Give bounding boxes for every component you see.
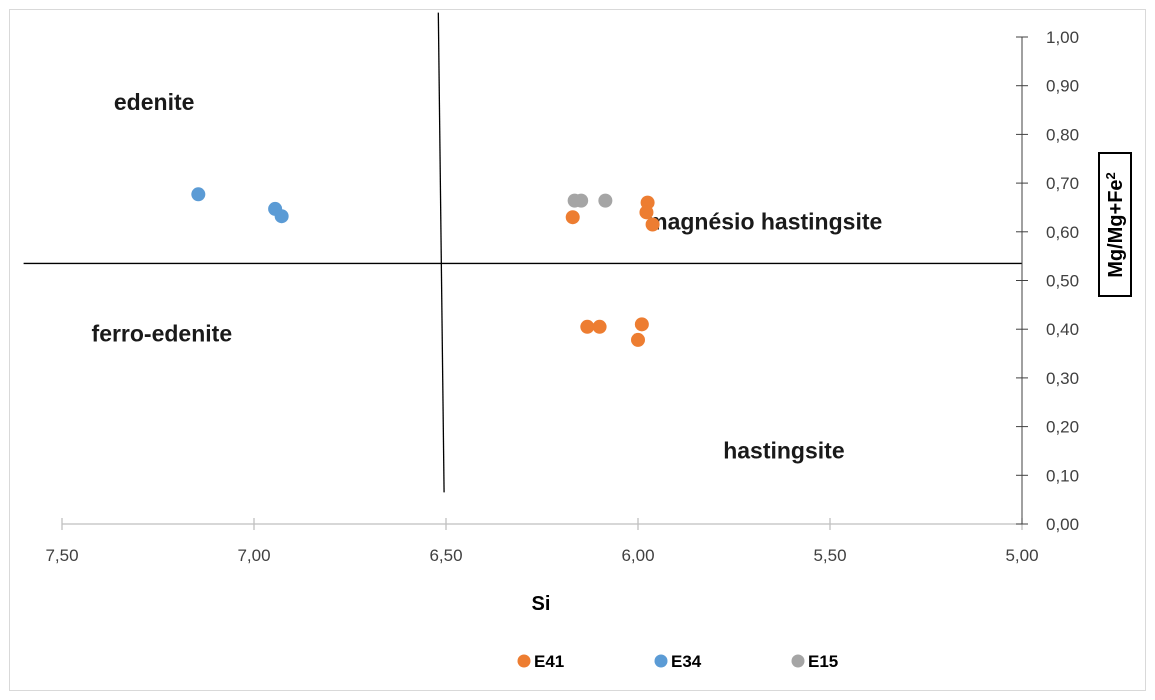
y-tick-label: 1,00 [1046,28,1079,47]
y-tick-label: 0,60 [1046,223,1079,242]
y-axis-title-text: Mg/Mg+Fe2 [1103,172,1128,278]
y-tick-label: 0,30 [1046,369,1079,388]
y-axis: 0,00 0,10 0,20 0,30 0,40 0,50 0,60 0,70 0,80 0,90… [1016,28,1079,534]
data-point-e41 [565,210,580,225]
y-tick-label: 0,20 [1046,418,1079,437]
y-axis-title-main: Mg/Mg+Fe [1105,179,1127,277]
region-label: ferro-edenite [92,320,233,346]
x-tick-label: 6,50 [429,546,462,565]
data-point-e41 [639,205,654,220]
legend-label-e15: E15 [808,652,838,671]
y-tick-label: 0,80 [1046,125,1079,144]
x-tick-label: 5,50 [813,546,846,565]
data-point-e41 [631,332,645,347]
x-tick-label: 6,00 [621,546,654,565]
divider-line-1 [437,12,445,493]
x-tick-label: 5,00 [1005,546,1038,565]
y-axis-title: Mg/Mg+Fe2 [1098,152,1132,297]
data-point-e15 [598,193,613,208]
data-point-e41 [634,317,649,332]
x-axis-title: Si [532,593,551,615]
region-label: hastingsite [723,437,844,463]
x-axis: 7,50 7,00 6,50 6,00 5,50 5,00 [45,518,1039,565]
legend-marker-e41 [517,654,531,668]
data-point-e41 [645,217,660,232]
data-point-e34 [191,187,206,202]
x-tick-label: 7,50 [45,546,78,565]
y-tick-label: 0,40 [1046,320,1079,339]
region-dividers [23,12,1022,493]
legend-label-e41: E41 [534,652,564,671]
y-axis-title-box [1098,152,1132,297]
region-label: edenite [114,89,195,115]
legend-marker-e15 [791,654,805,668]
y-tick-label: 0,70 [1046,174,1079,193]
data-point-e41 [592,319,607,334]
data-point-e34 [274,209,289,224]
legend-marker-e34 [654,654,668,668]
y-axis-title-superscript: 2 [1103,172,1118,179]
y-tick-label: 0,90 [1046,77,1079,96]
chart-frame [9,9,1146,691]
legend-label-e34: E34 [671,652,702,671]
region-labels: edenite magnésio hastingsite ferro-edenite… [92,89,883,463]
data-points [191,187,660,347]
data-point-e41 [580,319,595,334]
y-tick-label: 0,10 [1046,466,1079,485]
y-tick-label: 0,50 [1046,272,1079,291]
y-tick-label: 0,00 [1046,515,1079,534]
region-label: magnésio hastingsite [647,208,882,234]
x-tick-label: 7,00 [237,546,270,565]
data-point-e15 [574,193,589,208]
legend: E41 E34 E15 [517,652,838,671]
